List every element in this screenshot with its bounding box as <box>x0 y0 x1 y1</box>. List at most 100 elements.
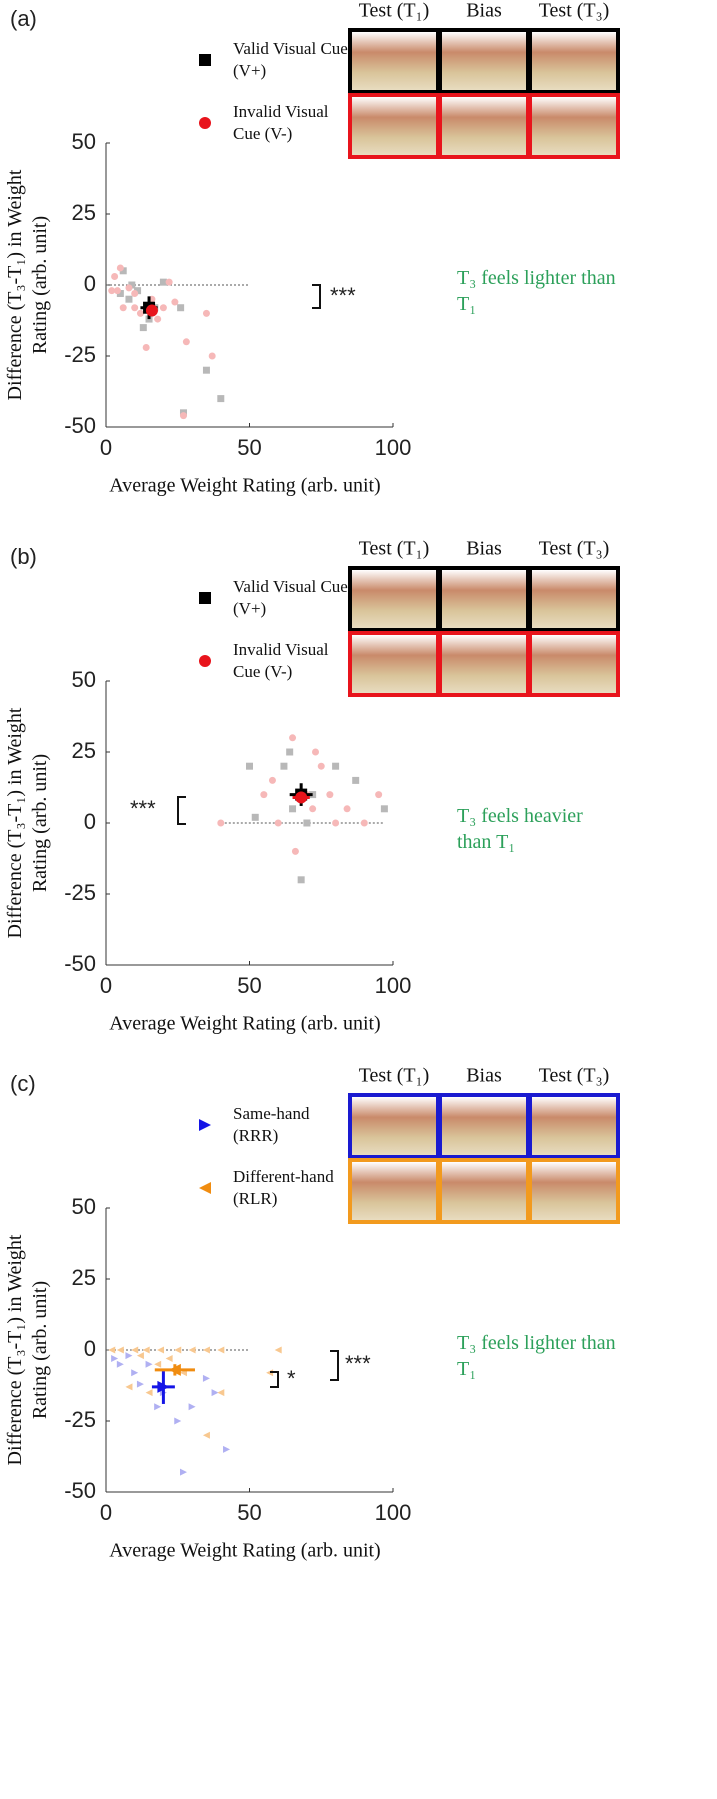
photo <box>532 97 616 155</box>
point <box>182 338 190 346</box>
point <box>352 776 360 784</box>
point <box>246 762 253 770</box>
legend-marker <box>199 655 211 667</box>
point <box>171 298 179 306</box>
x-tick-label: 100 <box>375 435 412 460</box>
point <box>154 315 162 323</box>
point <box>202 309 210 317</box>
point <box>312 748 320 756</box>
point <box>274 1346 282 1354</box>
point <box>268 776 276 784</box>
annotation: T₃ feels heavier than T₁ <box>457 805 583 853</box>
significance-bracket <box>312 284 321 309</box>
point <box>165 278 173 286</box>
point <box>223 1445 231 1453</box>
photo-frame <box>528 631 620 697</box>
x-tick-label: 100 <box>375 973 412 998</box>
y-tick-label: -50 <box>64 413 96 438</box>
legend-label: Invalid Visual Cue (V-) <box>233 640 329 681</box>
annotation: T₃ feels lighter than T₁ <box>457 1332 616 1380</box>
point <box>217 819 225 827</box>
point <box>251 813 259 821</box>
photo-header: Test (T₁) <box>359 1065 430 1087</box>
x-tick-label: 100 <box>375 1500 412 1525</box>
point <box>291 847 299 855</box>
y-tick-label: -50 <box>64 951 96 976</box>
point <box>145 1360 153 1368</box>
point <box>128 281 136 289</box>
point <box>116 1346 124 1354</box>
point <box>165 1355 173 1363</box>
photo <box>352 1162 436 1220</box>
legend-label: Valid Visual Cue (V+) <box>233 577 348 618</box>
y-tick-label: 25 <box>72 738 96 763</box>
y-axis-label: Difference (T₃-T₁) in Weight Rating (arb… <box>4 169 51 401</box>
point <box>260 791 268 799</box>
point <box>309 805 317 813</box>
panel-label: (a) <box>10 6 37 31</box>
point <box>108 287 116 295</box>
y-tick-label: 25 <box>72 1265 96 1290</box>
photo-header: Test (T₁) <box>359 0 430 22</box>
point <box>332 762 340 770</box>
significance-label: * <box>287 1366 296 1391</box>
point <box>111 1355 119 1363</box>
y-tick-label: 0 <box>84 271 96 296</box>
photo <box>352 97 436 155</box>
photo <box>532 635 616 693</box>
photo <box>442 635 526 693</box>
point <box>177 304 185 312</box>
significance-label: *** <box>330 283 356 308</box>
photo <box>532 1097 616 1155</box>
photo <box>352 32 436 90</box>
point <box>360 819 368 827</box>
point <box>202 1346 210 1354</box>
photo <box>532 32 616 90</box>
point <box>159 278 167 286</box>
photo <box>442 32 526 90</box>
point <box>174 1417 182 1425</box>
photo <box>532 570 616 628</box>
mean-marker <box>157 1380 170 1393</box>
y-tick-label: -25 <box>64 1407 96 1432</box>
point <box>116 264 124 272</box>
point <box>326 791 334 799</box>
x-axis-label: Average Weight Rating (arb. unit) <box>109 1013 380 1035</box>
legend-marker <box>199 54 211 66</box>
point <box>125 284 133 292</box>
point <box>174 1346 182 1354</box>
point <box>179 412 187 420</box>
photo-frame <box>528 93 620 159</box>
point <box>136 1380 144 1388</box>
y-tick-label: -50 <box>64 1478 96 1503</box>
point <box>202 1374 210 1382</box>
photo-header: Test (T₃) <box>539 0 610 22</box>
point <box>154 1360 162 1368</box>
point <box>131 304 139 312</box>
photo <box>442 1162 526 1220</box>
photo-frame <box>528 28 620 94</box>
point <box>297 876 305 884</box>
point <box>188 1346 196 1354</box>
photo-frame <box>528 1093 620 1159</box>
point <box>280 762 288 770</box>
point <box>157 1346 165 1354</box>
photo <box>442 1097 526 1155</box>
photo-header: Bias <box>466 1065 502 1087</box>
point <box>116 1360 124 1368</box>
y-tick-label: 0 <box>84 809 96 834</box>
photo-header: Test (T₃) <box>539 1065 610 1087</box>
point <box>317 762 325 770</box>
photo-header: Test (T₁) <box>359 538 430 560</box>
photo <box>352 635 436 693</box>
point <box>113 287 121 295</box>
x-tick-label: 50 <box>237 1500 261 1525</box>
point <box>380 805 388 813</box>
y-axis-label: Difference (T₃-T₁) in Weight Rating (arb… <box>4 707 51 939</box>
x-tick-label: 50 <box>237 435 261 460</box>
mean-marker <box>295 791 308 804</box>
point <box>211 1389 219 1397</box>
point <box>375 791 383 799</box>
y-tick-label: 25 <box>72 200 96 225</box>
